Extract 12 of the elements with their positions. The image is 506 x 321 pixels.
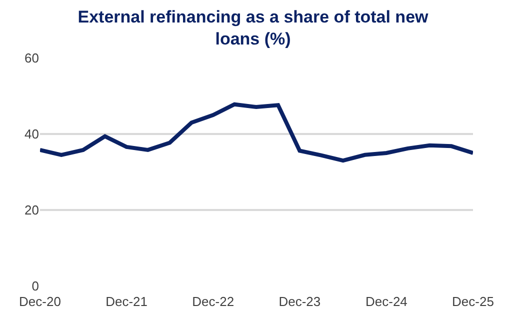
x-tick-label: Dec-23 — [278, 294, 321, 309]
x-tick-label: Dec-20 — [19, 294, 61, 309]
line-series — [40, 102, 473, 163]
y-tick-label: 20 — [24, 202, 39, 218]
x-tick-label: Dec-24 — [365, 294, 408, 309]
y-tick-label: 0 — [32, 278, 39, 294]
x-tick-label: Dec-25 — [452, 294, 494, 309]
y-tick-label: 40 — [24, 126, 39, 142]
x-tick-label: Dec-21 — [106, 294, 148, 309]
y-tick-label: 60 — [24, 50, 39, 66]
chart-title: External refinancing as a share of total new loans (%) — [78, 7, 430, 49]
x-tick-label: Dec-22 — [192, 294, 234, 309]
